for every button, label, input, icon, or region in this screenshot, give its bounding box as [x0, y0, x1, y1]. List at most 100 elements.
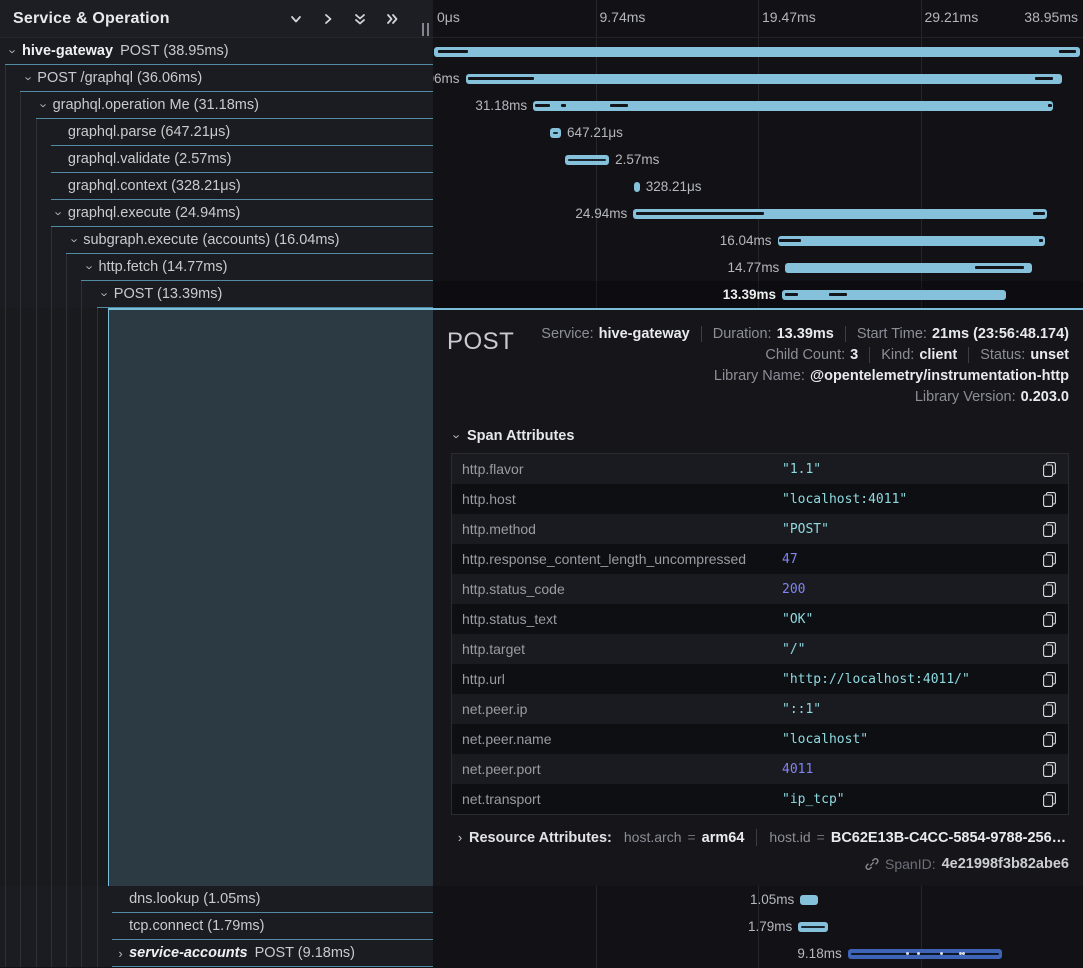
- child-span-marker: [438, 50, 469, 53]
- indent-guide-line: [5, 308, 20, 886]
- span-duration-bar[interactable]: [634, 182, 640, 192]
- chevron-right-icon[interactable]: [320, 11, 335, 26]
- span-name-cell[interactable]: ›graphql.operation Me (31.18ms): [0, 92, 433, 119]
- span-name-cell[interactable]: tcp.connect (1.79ms): [0, 913, 433, 940]
- span-name-cell[interactable]: ›POST /graphql (36.06ms): [0, 65, 433, 92]
- indent-guide-line: [51, 886, 66, 913]
- copy-icon[interactable]: [1030, 551, 1068, 568]
- span-row: dns.lookup (1.05ms)1.05ms: [0, 886, 1083, 913]
- span-name-cell[interactable]: ›service-accountsPOST (9.18ms): [0, 940, 433, 967]
- span-duration-bar[interactable]: [434, 47, 1079, 57]
- span-overview-line: Child Count:3Kind:clientStatus:unset: [765, 347, 1069, 363]
- ruler-tick-label: 29.21ms: [925, 9, 979, 25]
- indent-guide-line: [97, 913, 112, 940]
- span-bar-cell: 16.04ms: [433, 227, 1083, 254]
- double-chevron-right-icon[interactable]: [384, 11, 399, 26]
- chevron-down-icon[interactable]: ›: [81, 260, 98, 275]
- indent-guides-strip: [0, 308, 108, 886]
- chevron-down-icon[interactable]: ›: [36, 98, 53, 113]
- copy-icon[interactable]: [1030, 701, 1068, 718]
- indent-guide-line: [5, 146, 20, 173]
- service-operation-header: Service & Operation: [0, 0, 433, 38]
- span-duration-bar[interactable]: [550, 128, 561, 138]
- span-name-cell[interactable]: ›POST (13.39ms): [0, 281, 433, 308]
- overview-label: Library Name:: [714, 368, 805, 384]
- span-name-cell[interactable]: graphql.validate (2.57ms): [0, 146, 433, 173]
- child-span-marker: [535, 104, 551, 107]
- span-bar-cell: 1.79ms: [433, 913, 1083, 940]
- column-resizer-grip[interactable]: [422, 23, 432, 36]
- chevron-right-icon[interactable]: ›: [112, 946, 129, 961]
- span-duration-label: 36.06ms: [433, 65, 460, 92]
- child-marker-line: [553, 132, 558, 134]
- resource-attribute-key: host.arch: [624, 829, 682, 845]
- span-duration-label: 1.79ms: [748, 913, 792, 940]
- copy-icon[interactable]: [1030, 761, 1068, 778]
- copy-icon[interactable]: [1030, 791, 1068, 808]
- chevron-down-icon[interactable]: [288, 11, 303, 26]
- span-duration-bar[interactable]: [782, 290, 1006, 300]
- span-row-content: graphql.validate (2.57ms): [51, 146, 433, 173]
- chevron-down-icon[interactable]: ›: [66, 233, 83, 248]
- attribute-value: "OK": [782, 612, 1030, 627]
- indent-guide-line: [36, 308, 51, 886]
- span-row: ›graphql.execute (24.94ms)24.94ms: [0, 200, 1083, 227]
- span-name-cell[interactable]: ›graphql.execute (24.94ms): [0, 200, 433, 227]
- span-name-cell[interactable]: ›subgraph.execute (accounts) (16.04ms): [0, 227, 433, 254]
- indent-guide-line: [81, 886, 96, 913]
- log-marker-dot: [906, 952, 909, 955]
- span-duration-bar[interactable]: [798, 922, 828, 932]
- span-duration-bar[interactable]: [778, 236, 1046, 246]
- indent-guide-line: [36, 940, 51, 967]
- chevron-down-icon[interactable]: ›: [51, 206, 68, 221]
- overview-value: 0.203.0: [1021, 389, 1069, 405]
- copy-icon[interactable]: [1030, 461, 1068, 478]
- copy-icon[interactable]: [1030, 581, 1068, 598]
- link-icon[interactable]: [865, 857, 879, 871]
- copy-icon[interactable]: [1030, 671, 1068, 688]
- attribute-value: "localhost": [782, 732, 1030, 747]
- copy-icon[interactable]: [1030, 641, 1068, 658]
- attribute-row: http.flavor"1.1": [452, 454, 1068, 484]
- span-duration-bar[interactable]: [565, 155, 609, 165]
- span-name-cell[interactable]: ›http.fetch (14.77ms): [0, 254, 433, 281]
- attribute-row: http.method"POST": [452, 514, 1068, 544]
- chevron-down-icon[interactable]: ›: [97, 287, 114, 302]
- span-operation-label: graphql.validate (2.57ms): [68, 151, 232, 167]
- attribute-value: "::1": [782, 702, 1030, 717]
- span-name-cell[interactable]: dns.lookup (1.05ms): [0, 886, 433, 913]
- indent-guide-line: [20, 308, 35, 886]
- indent-guide-line: [36, 173, 51, 200]
- span-name-cell[interactable]: graphql.parse (647.21μs): [0, 119, 433, 146]
- child-marker-line: [568, 159, 606, 161]
- span-id-label: SpanID:: [885, 856, 936, 872]
- span-attributes-table: http.flavor"1.1"http.host"localhost:4011…: [451, 453, 1069, 815]
- span-name-cell[interactable]: graphql.context (328.21μs): [0, 173, 433, 200]
- span-duration-bar[interactable]: [533, 101, 1053, 111]
- indent-guide-line: [5, 200, 20, 227]
- resource-attributes-row[interactable]: › Resource Attributes: host.arch=arm64ho…: [451, 829, 1069, 846]
- child-span-marker: [1035, 77, 1053, 80]
- span-duration-bar[interactable]: [848, 949, 1002, 959]
- attribute-row: http.response_content_length_uncompresse…: [452, 544, 1068, 574]
- chevron-down-icon[interactable]: ›: [5, 44, 22, 59]
- copy-icon[interactable]: [1030, 521, 1068, 538]
- copy-icon[interactable]: [1030, 491, 1068, 508]
- overview-value: hive-gateway: [599, 326, 690, 342]
- span-duration-bar[interactable]: [466, 74, 1062, 84]
- span-bar-cell: 2.57ms: [433, 146, 1083, 173]
- chevron-down-icon[interactable]: ›: [20, 71, 37, 86]
- span-bar-cell: 1.05ms: [433, 886, 1083, 913]
- span-duration-bar[interactable]: [800, 895, 818, 905]
- span-name-cell[interactable]: ›hive-gatewayPOST (38.95ms): [0, 38, 433, 65]
- span-attributes-header[interactable]: › Span Attributes: [447, 428, 1069, 444]
- copy-icon[interactable]: [1030, 731, 1068, 748]
- span-duration-bar[interactable]: [633, 209, 1047, 219]
- span-row-content: ›POST /graphql (36.06ms): [20, 65, 433, 92]
- span-id-row: SpanID: 4e21998f3b82abe6: [447, 856, 1069, 872]
- indent-guide-line: [81, 940, 96, 967]
- span-duration-bar[interactable]: [785, 263, 1031, 273]
- span-attributes-title: Span Attributes: [467, 428, 574, 444]
- copy-icon[interactable]: [1030, 611, 1068, 628]
- double-chevron-down-icon[interactable]: [352, 11, 367, 26]
